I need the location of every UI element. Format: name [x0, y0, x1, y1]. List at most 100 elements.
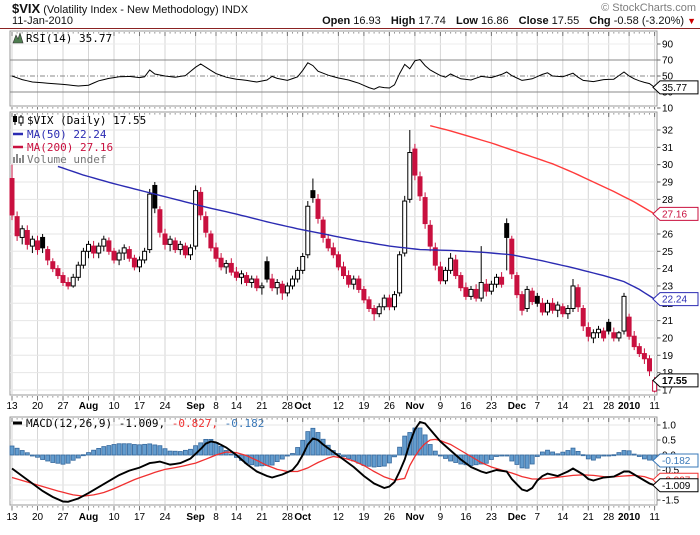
x-axis-label: Sep [186, 401, 204, 412]
candle-body [101, 238, 107, 247]
price-ytick: 25 [662, 247, 674, 258]
macd-histogram-bar [524, 454, 530, 469]
candle-body [29, 238, 35, 247]
macd-histogram-bar [55, 454, 61, 464]
change-value: -0.58 (-3.20%) [613, 15, 685, 27]
open-value: 16.93 [353, 15, 381, 27]
macd-histogram-bar [101, 446, 107, 456]
macd-histogram-bar [402, 435, 408, 456]
candle-body [392, 294, 397, 308]
candle-body [208, 233, 214, 249]
price-ytick: 29 [662, 177, 674, 188]
candle-body [157, 209, 163, 233]
macd-histogram-bar [606, 454, 612, 457]
candle-body [35, 240, 40, 251]
x-axis-label: 21 [583, 401, 595, 412]
candle-body [555, 304, 561, 311]
macd-histogram-bar [514, 454, 520, 465]
macd-histogram-bar [75, 454, 81, 459]
rsi-value: 35.77 [662, 83, 687, 94]
candle-body [325, 238, 331, 249]
candle-body [65, 282, 71, 287]
close-label: Close [518, 15, 549, 27]
candle-body [545, 302, 550, 313]
x-axis-label: Aug [79, 401, 98, 412]
candle-body [397, 254, 403, 294]
macd-histogram-bar [24, 452, 30, 456]
candle-body [412, 148, 418, 176]
macd-histogram-bar [550, 451, 555, 456]
macd-histogram-bar [494, 454, 499, 457]
price-ytick: 28 [662, 195, 674, 206]
macd-histogram-bar [142, 443, 148, 456]
x-axis-label-bottom: 21 [583, 512, 595, 523]
candle-body [131, 257, 137, 268]
x-axis-label: Nov [405, 401, 424, 412]
x-axis-label-bottom: 26 [384, 512, 396, 523]
high-label: High [390, 15, 416, 27]
candle-body [575, 287, 581, 308]
rsi-ytick: 10 [662, 104, 674, 115]
candle-body [524, 288, 530, 309]
macd-histogram-bar [596, 454, 601, 459]
macd-histogram-bar [575, 450, 581, 456]
low-label: Low [455, 15, 478, 27]
candle-body [386, 297, 392, 308]
candle-body [621, 295, 627, 332]
candle-body [60, 275, 66, 284]
symbol: $VIX [12, 1, 41, 16]
candle-body [601, 330, 607, 339]
x-axis-label-bottom: Aug [79, 512, 98, 523]
candle-body [366, 299, 372, 309]
rsi-ytick: 90 [662, 40, 674, 51]
ma50-line [57, 165, 655, 300]
macd-histogram-bar [504, 454, 510, 457]
rsi-ytick: 50 [662, 72, 674, 83]
candle-body [152, 184, 158, 209]
x-axis-label: 13 [6, 401, 18, 412]
candle-body [295, 269, 301, 280]
candle-body [274, 282, 280, 289]
candle-body [254, 278, 260, 289]
candle-body [96, 245, 102, 254]
macd-histogram-bar [274, 454, 280, 462]
macd-histogram-bar [218, 446, 224, 456]
macd-histogram-bar [591, 454, 596, 461]
price-ytick: 19 [662, 351, 674, 362]
x-axis-label: 28 [603, 401, 615, 412]
macd-histogram-bar [131, 444, 137, 456]
candle-body [45, 249, 51, 261]
macd-histogram-bar [60, 454, 66, 465]
close-value: 17.55 [551, 15, 580, 27]
candle-body [478, 282, 484, 299]
x-axis-label: 9 [438, 401, 444, 412]
macd-histogram-bar [162, 448, 168, 456]
candle-body [499, 276, 505, 285]
candle-body [437, 266, 443, 282]
candle-body [70, 276, 76, 287]
change-down-arrow-icon: ▼ [687, 16, 696, 26]
price-ytick: 26 [662, 229, 674, 240]
candle-body [111, 250, 117, 261]
stockcharts-link[interactable]: © StockCharts.com [601, 2, 696, 14]
macd-histogram-bar [519, 454, 525, 469]
x-axis-label-bottom: 7 [535, 512, 541, 523]
x-axis-label: 14 [231, 401, 243, 412]
candle-body [9, 178, 15, 216]
macd-histogram-bar [86, 452, 91, 456]
macd-histogram-bar [443, 454, 448, 459]
x-axis-label-bottom: Nov [405, 512, 424, 523]
macd-histogram-bar [545, 449, 550, 456]
macd-histogram-bar [555, 453, 561, 456]
candle-body [351, 278, 357, 285]
candle-body [91, 245, 97, 254]
macd-histogram-bar [284, 454, 290, 457]
x-axis-label-bottom: 24 [159, 512, 171, 523]
ma50-legend: MA(50) 22.24 [27, 128, 107, 141]
volume-icon [19, 158, 21, 163]
price-ytick: 21 [662, 316, 674, 327]
x-axis-label-bottom: 8 [213, 512, 219, 523]
macd-histogram-bar [529, 454, 535, 465]
macd-histogram-bar [269, 454, 275, 466]
candle-body [417, 176, 423, 197]
